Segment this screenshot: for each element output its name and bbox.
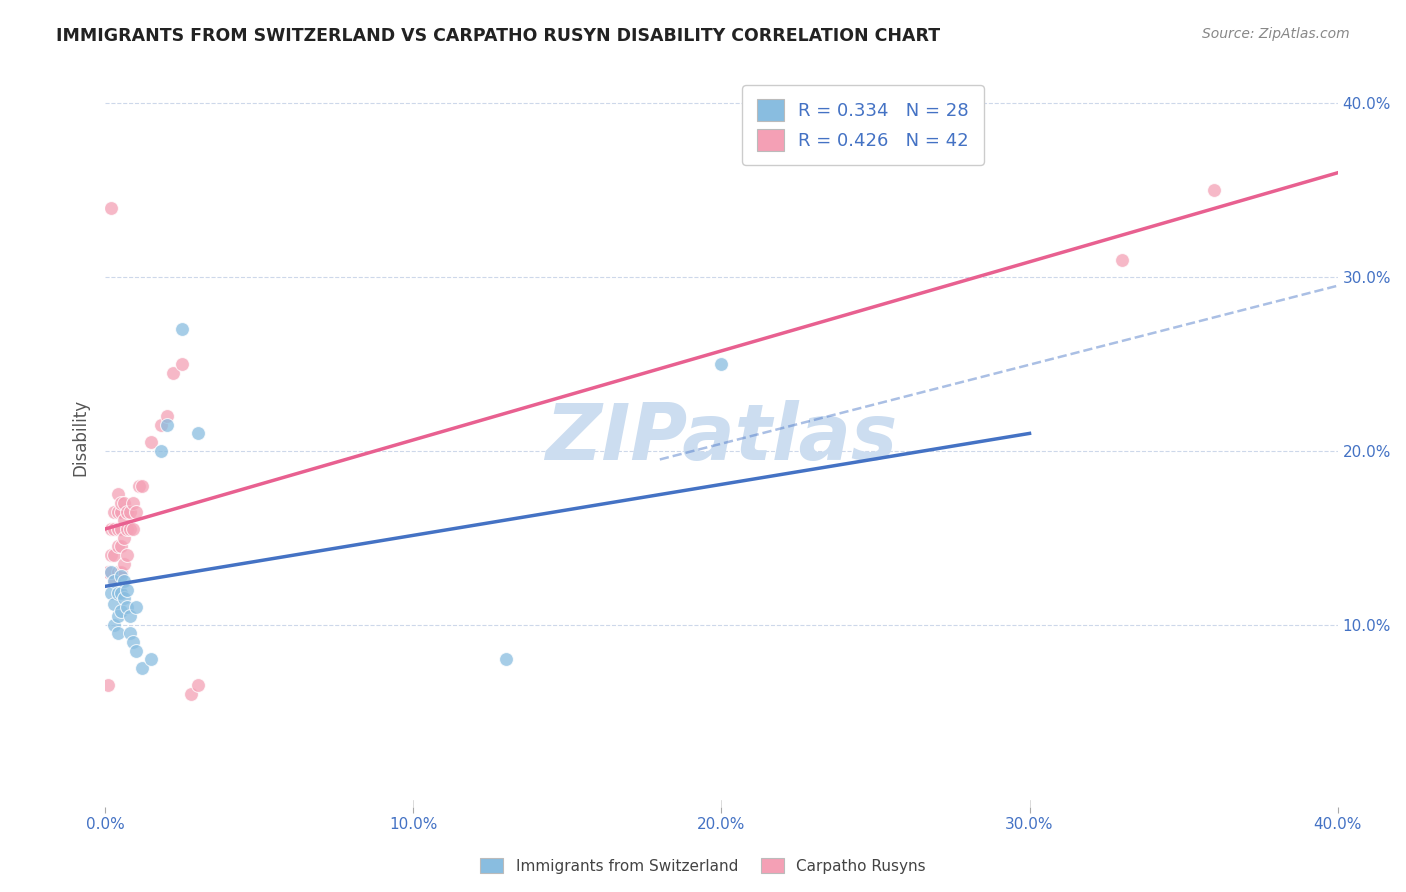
Point [162,366,184,380]
Point [107,539,129,553]
Point [710,357,733,371]
Point [103,597,125,611]
Point [110,566,132,580]
Point [495,652,517,666]
Point [118,608,141,623]
Point [100,201,122,215]
Point [103,617,125,632]
Point [115,522,138,536]
Point [97,678,120,692]
Point [107,586,129,600]
Point [131,661,153,675]
Point [112,574,135,588]
Point [110,539,132,553]
Point [187,678,209,692]
Point [110,496,132,510]
Point [100,566,122,580]
Point [156,409,179,423]
Point [107,522,129,536]
Point [118,626,141,640]
Point [110,522,132,536]
Point [115,582,138,597]
Point [125,505,148,519]
Y-axis label: Disability: Disability [72,400,89,476]
Point [118,522,141,536]
Point [187,426,209,441]
Text: IMMIGRANTS FROM SWITZERLAND VS CARPATHO RUSYN DISABILITY CORRELATION CHART: IMMIGRANTS FROM SWITZERLAND VS CARPATHO … [56,27,941,45]
Legend: R = 0.334   N = 28, R = 0.426   N = 42: R = 0.334 N = 28, R = 0.426 N = 42 [742,85,984,165]
Point [172,322,194,336]
Point [125,600,148,615]
Point [131,478,153,492]
Point [128,478,150,492]
Point [122,635,145,649]
Point [112,591,135,606]
Point [103,574,125,588]
Point [100,522,122,536]
Point [107,487,129,501]
Point [172,357,194,371]
Point [118,505,141,519]
Point [103,548,125,562]
Point [103,574,125,588]
Point [107,566,129,580]
Point [100,586,122,600]
Point [115,548,138,562]
Point [122,496,145,510]
Legend: Immigrants from Switzerland, Carpatho Rusyns: Immigrants from Switzerland, Carpatho Ru… [474,852,932,880]
Point [107,505,129,519]
Point [112,531,135,545]
Point [1111,252,1133,267]
Point [112,557,135,571]
Point [141,652,163,666]
Point [112,513,135,527]
Point [141,435,163,450]
Point [1204,183,1226,197]
Point [103,505,125,519]
Point [115,505,138,519]
Point [107,626,129,640]
Point [110,505,132,519]
Point [110,586,132,600]
Point [100,548,122,562]
Point [103,522,125,536]
Point [180,687,202,701]
Point [110,569,132,583]
Point [110,604,132,618]
Point [115,600,138,615]
Text: ZIPatlas: ZIPatlas [546,400,897,475]
Text: Source: ZipAtlas.com: Source: ZipAtlas.com [1202,27,1350,41]
Point [122,522,145,536]
Point [97,566,120,580]
Point [107,608,129,623]
Point [125,643,148,657]
Point [112,496,135,510]
Point [149,443,172,458]
Point [149,417,172,432]
Point [156,417,179,432]
